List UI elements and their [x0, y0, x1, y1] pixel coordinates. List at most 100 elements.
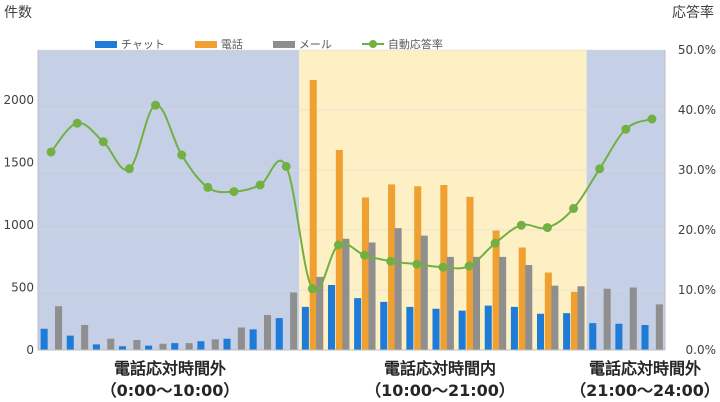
bar-chat-10 — [301, 306, 309, 350]
region-label-during-line1: 電話応対時間内 — [383, 359, 496, 378]
legend-swatch-chat — [95, 40, 117, 48]
auto-rate-point-17 — [490, 238, 500, 248]
auto-rate-point-9 — [281, 161, 291, 171]
right-tick-label: 20.0% — [678, 223, 716, 237]
region-label-after-line1: 電話応対時間外 — [588, 359, 701, 378]
bar-mail-17 — [499, 256, 507, 350]
bar-mail-22 — [629, 287, 637, 350]
bar-phone-12 — [361, 197, 370, 350]
auto-rate-point-1 — [72, 118, 82, 128]
auto-rate-point-4 — [151, 100, 161, 110]
auto-rate-point-7 — [229, 187, 239, 197]
auto-rate-point-8 — [255, 180, 265, 190]
legend-item-chat: チャット — [95, 36, 165, 52]
legend-swatch-phone — [194, 40, 217, 48]
bar-chat-12 — [354, 298, 362, 350]
bar-mail-14 — [420, 235, 428, 350]
bar-phone-19 — [544, 272, 552, 350]
auto-rate-point-16 — [464, 261, 474, 271]
legend-swatch-mail — [272, 40, 295, 48]
auto-rate-point-13 — [386, 256, 396, 266]
bar-phone-20 — [570, 291, 579, 350]
region-label-before: 電話応対時間外 （0:00～10:00） — [55, 358, 285, 402]
line-series — [46, 100, 657, 294]
right-tick-label: 0.0% — [686, 343, 717, 357]
left-tick-label: 1500 — [3, 156, 34, 170]
bar-mail-8 — [263, 315, 272, 350]
bar-chat-8 — [249, 329, 257, 350]
bar-chat-16 — [458, 310, 466, 350]
bar-mail-12 — [368, 242, 376, 350]
bar-chat-6 — [197, 341, 205, 350]
legend: チャット 電話 メール 自動応答率 — [95, 36, 443, 52]
bar-mail-20 — [577, 286, 585, 350]
legend-item-phone: 電話 — [194, 36, 243, 52]
right-tick-label: 30.0% — [678, 163, 716, 177]
bar-mail-9 — [290, 292, 298, 350]
left-tick-label: 2000 — [3, 93, 34, 107]
bar-phone-18 — [518, 247, 526, 350]
region-label-after-line2: （21:00～24:00） — [570, 381, 720, 400]
legend-label-chat: チャット — [121, 38, 165, 51]
bar-chat-3 — [118, 346, 127, 350]
bar-mail-5 — [185, 343, 193, 350]
auto-rate-point-11 — [333, 240, 343, 250]
bar-mail-21 — [603, 288, 611, 350]
bar-chat-23 — [641, 325, 649, 350]
auto-rate-point-19 — [542, 223, 552, 233]
bar-mail-1 — [81, 325, 89, 350]
region-label-after: 電話応対時間外 （21:00～24:00） — [570, 358, 720, 402]
legend-label-phone: 電話 — [220, 38, 243, 51]
auto-rate-point-12 — [360, 250, 370, 260]
right-axis-ticks: 0.0% 10.0% 20.0% 30.0% 40.0% 50.0% — [678, 43, 716, 357]
bar-chat-19 — [536, 313, 545, 350]
bar-chat-22 — [615, 323, 623, 350]
auto-rate-point-3 — [124, 164, 134, 174]
auto-rate-point-21 — [595, 164, 605, 174]
auto-rate-point-10 — [307, 284, 317, 294]
legend-label-mail: メール — [298, 38, 332, 51]
bar-chat-0 — [40, 328, 48, 350]
legend-label-auto-rate: 自動応答率 — [387, 38, 443, 51]
legend-item-auto-rate: 自動応答率 — [361, 36, 443, 52]
auto-rate-point-6 — [203, 182, 213, 192]
right-tick-label: 40.0% — [678, 103, 716, 117]
bar-chat-5 — [171, 343, 179, 350]
bar-phone-11 — [335, 150, 343, 350]
bar-mail-16 — [472, 256, 481, 350]
bar-chat-11 — [327, 285, 336, 350]
left-tick-label: 0 — [26, 343, 34, 357]
left-tick-label: 1000 — [3, 218, 34, 232]
region-band-2 — [586, 50, 665, 350]
right-tick-label: 10.0% — [678, 283, 716, 297]
bar-chat-9 — [275, 318, 283, 350]
bar-chat-2 — [92, 344, 100, 350]
region-band-0 — [38, 50, 300, 350]
auto-rate-point-18 — [516, 220, 526, 230]
region-label-during-line2: （10:00～21:00） — [365, 381, 515, 400]
auto-rate-point-14 — [412, 259, 422, 269]
bar-chat-18 — [510, 306, 518, 350]
bar-mail-3 — [133, 340, 141, 350]
bar-phone-17 — [492, 230, 500, 350]
auto-rate-point-20 — [569, 203, 579, 213]
bar-chat-7 — [223, 338, 231, 350]
bar-chat-1 — [66, 335, 74, 350]
bar-mail-13 — [394, 228, 402, 350]
legend-item-mail: メール — [272, 36, 332, 52]
region-label-before-line2: （0:00～10:00） — [100, 381, 240, 400]
bar-chat-17 — [484, 305, 492, 350]
left-axis-ticks: 0 500 1000 1500 2000 — [3, 93, 34, 357]
bar-chat-13 — [380, 301, 388, 350]
bar-phone-10 — [309, 80, 317, 350]
bar-mail-18 — [525, 265, 533, 350]
bar-chat-4 — [145, 345, 153, 350]
auto-rate-point-5 — [177, 150, 187, 160]
bar-phone-13 — [388, 184, 396, 350]
left-axis-title: 件数 — [4, 5, 32, 21]
bar-mail-11 — [342, 238, 350, 350]
auto-rate-point-23 — [647, 114, 657, 124]
auto-rate-point-15 — [438, 262, 448, 272]
bar-mail-15 — [446, 256, 454, 350]
